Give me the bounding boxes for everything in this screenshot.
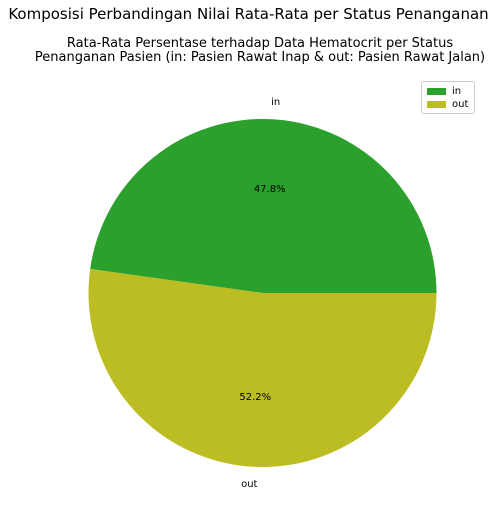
- legend-item-out: out: [427, 98, 469, 111]
- pie-category-label-in: in: [271, 97, 280, 108]
- legend-item-in: in: [427, 85, 469, 98]
- pie-slice-in: [90, 118, 437, 294]
- pie-percent-label-out: 52.2%: [239, 392, 271, 403]
- legend-label-out: out: [452, 99, 469, 110]
- pie-slice-out: [88, 269, 437, 467]
- legend-label-in: in: [452, 86, 462, 97]
- chart-title: Rata-Rata Persentase terhadap Data Hemat…: [0, 37, 497, 65]
- legend: in out: [421, 81, 475, 114]
- legend-swatch-in: [427, 88, 446, 95]
- pie-category-label-out: out: [241, 479, 257, 490]
- chart-title-line-2: Penanganan Pasien (in: Pasien Rawat Inap…: [34, 50, 486, 65]
- chart-title-line-1: Rata-Rata Persentase terhadap Data Hemat…: [66, 36, 454, 51]
- pie-percent-label-in: 47.8%: [254, 184, 286, 195]
- chart-suptitle: Komposisi Perbandingan Nilai Rata-Rata p…: [8, 5, 489, 23]
- legend-swatch-out: [427, 101, 446, 108]
